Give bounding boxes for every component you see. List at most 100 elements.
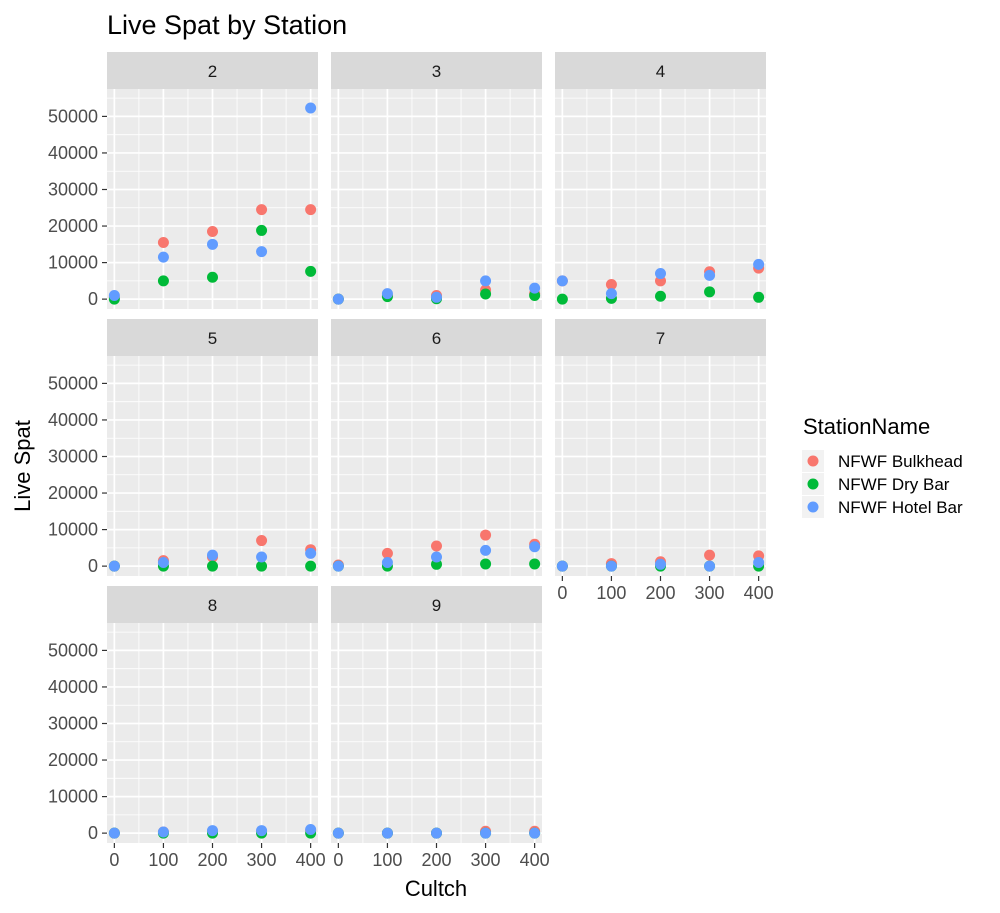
data-point <box>256 551 268 563</box>
data-point <box>305 560 317 572</box>
x-tick-label: 400 <box>520 850 550 870</box>
data-point <box>704 286 716 298</box>
axis-tick-labels: 0100002000030000400005000001000020000300… <box>48 106 774 870</box>
y-tick-label: 20000 <box>48 483 98 503</box>
facet-strip <box>555 52 766 89</box>
data-point <box>753 291 765 303</box>
data-point <box>381 547 393 559</box>
facet-panel-6: 6 <box>331 319 542 576</box>
data-point <box>480 529 492 541</box>
data-point <box>332 293 344 305</box>
legend-entry-label: NFWF Bulkhead <box>838 452 963 471</box>
data-point <box>529 558 541 570</box>
data-point <box>108 827 120 839</box>
data-point <box>207 825 218 837</box>
x-tick-label: 300 <box>471 850 501 870</box>
x-tick-label: 0 <box>557 583 567 603</box>
y-tick-label: 40000 <box>48 143 98 163</box>
facet-strip-label: 3 <box>432 62 441 81</box>
chart-title: Live Spat by Station <box>107 10 347 40</box>
y-tick-label: 50000 <box>48 640 98 660</box>
x-tick-label: 100 <box>596 583 626 603</box>
facet-strip-label: 9 <box>432 596 441 615</box>
x-tick-label: 200 <box>197 850 227 870</box>
data-point <box>256 825 268 837</box>
y-tick-label: 30000 <box>48 446 98 466</box>
x-tick-label: 0 <box>109 850 119 870</box>
data-point <box>207 271 218 283</box>
data-point <box>480 827 492 839</box>
x-tick-label: 200 <box>421 850 451 870</box>
facet-panel-5: 5 <box>107 319 318 576</box>
y-tick-label: 40000 <box>48 410 98 430</box>
data-point <box>207 560 218 572</box>
legend-entries: NFWF Bulkhead NFWF Dry Bar NFWF Hotel Bar <box>802 450 963 518</box>
facet-strip-label: 8 <box>208 596 217 615</box>
facet-panel-4: 4 <box>555 52 766 309</box>
y-axis-title: Live Spat <box>10 420 35 512</box>
facet-panel-7: 7 <box>555 319 766 576</box>
facet-strip-label: 7 <box>656 329 665 348</box>
data-point <box>305 204 317 216</box>
data-point <box>431 551 442 563</box>
facet-strip-label: 5 <box>208 329 217 348</box>
data-point <box>157 236 169 248</box>
y-tick-label: 0 <box>88 556 98 576</box>
data-point <box>704 560 716 572</box>
data-point <box>556 560 568 572</box>
facet-strip-label: 2 <box>208 62 217 81</box>
legend-key-point <box>807 455 819 467</box>
data-point <box>605 279 617 291</box>
data-point <box>332 827 344 839</box>
data-point <box>655 268 666 280</box>
data-point <box>529 282 541 294</box>
x-tick-label: 0 <box>333 850 343 870</box>
data-point <box>704 549 716 561</box>
facet-panels: 2 3 4 5 6 7 8 9 <box>107 52 766 843</box>
data-point <box>431 291 442 303</box>
x-tick-label: 300 <box>247 850 277 870</box>
facet-strip <box>331 319 542 356</box>
data-point <box>753 556 765 568</box>
x-tick-label: 100 <box>372 850 402 870</box>
data-point <box>157 275 169 287</box>
data-point <box>256 224 268 236</box>
x-tick-label: 300 <box>695 583 725 603</box>
data-point <box>431 540 442 552</box>
x-tick-label: 200 <box>645 583 675 603</box>
data-point <box>480 544 492 556</box>
data-point <box>556 293 568 305</box>
data-point <box>256 560 268 572</box>
data-point <box>556 275 568 287</box>
data-point <box>256 535 268 547</box>
facet-strip-label: 6 <box>432 329 441 348</box>
data-point <box>480 288 492 300</box>
data-point <box>108 289 120 301</box>
facet-strip <box>107 586 318 623</box>
data-point <box>332 560 344 572</box>
data-point <box>305 102 317 114</box>
data-point <box>157 251 169 263</box>
x-tick-label: 100 <box>148 850 178 870</box>
facet-strip <box>555 319 766 356</box>
y-tick-label: 0 <box>88 289 98 309</box>
y-tick-label: 20000 <box>48 750 98 770</box>
x-tick-label: 400 <box>744 583 774 603</box>
y-tick-label: 40000 <box>48 677 98 697</box>
y-tick-label: 20000 <box>48 216 98 236</box>
data-point <box>381 827 393 839</box>
data-point <box>157 556 169 568</box>
data-point <box>480 558 492 570</box>
data-point <box>655 290 666 302</box>
data-point <box>381 288 393 300</box>
y-tick-label: 0 <box>88 823 98 843</box>
y-tick-label: 50000 <box>48 106 98 126</box>
legend-entry-label: NFWF Hotel Bar <box>838 498 963 517</box>
data-point <box>207 226 218 238</box>
facet-panel-8: 8 <box>107 586 318 843</box>
data-point <box>108 560 120 572</box>
y-tick-label: 30000 <box>48 179 98 199</box>
facet-strip <box>331 586 542 623</box>
legend-key-point <box>807 478 819 490</box>
